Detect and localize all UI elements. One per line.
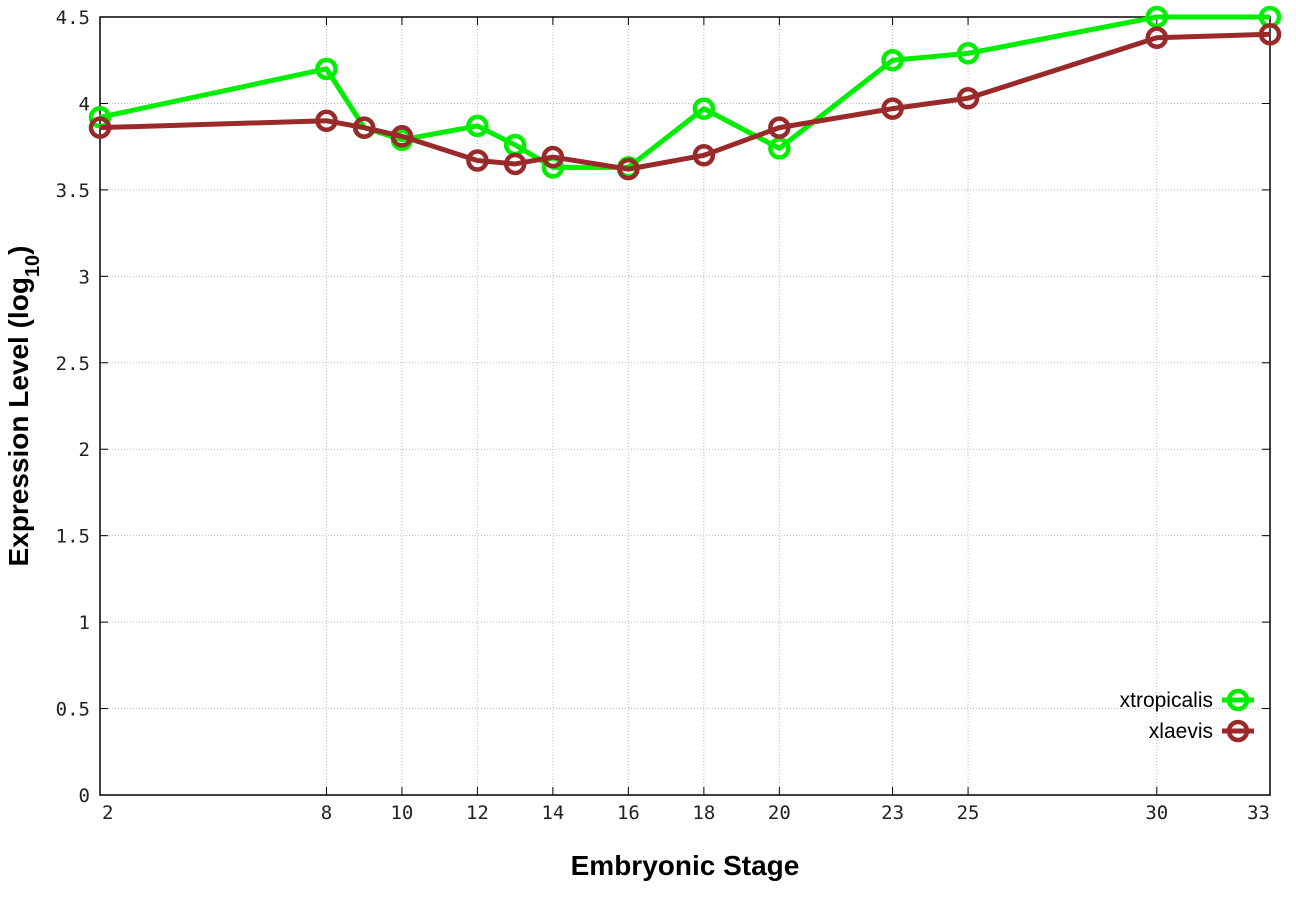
grid-lines (100, 17, 1270, 795)
data-point-xlaevis (692, 144, 716, 167)
y-tick-label: 3.5 (56, 180, 90, 202)
y-axis-title: Expression Level (log10) (3, 246, 44, 567)
y-tick-label: 4.5 (56, 7, 90, 29)
x-tick-label: 14 (541, 802, 564, 824)
legend: xtropicalis xlaevis (1120, 688, 1254, 743)
y-axis-title-close: ) (3, 246, 34, 255)
data-point-xlaevis (617, 157, 640, 181)
data-point-xlaevis (466, 149, 489, 172)
data-point-xlaevis (88, 116, 112, 139)
x-tick-label: 16 (617, 802, 640, 824)
series-xtropicalis (88, 5, 1282, 179)
data-point-xlaevis (1145, 26, 1169, 49)
x-tick-label: 12 (466, 802, 489, 824)
legend-item-xlaevis: xlaevis (1149, 719, 1254, 743)
data-point-xlaevis (315, 109, 338, 132)
x-tick-label: 10 (390, 802, 413, 824)
data-point-xtropicalis (315, 57, 338, 81)
series-line-xlaevis (99, 31, 1271, 172)
data-point-xlaevis (503, 152, 527, 176)
legend-label: xtropicalis (1120, 689, 1213, 712)
x-tick-label: 20 (768, 802, 791, 824)
y-axis-title-main: Expression Level (log (3, 277, 34, 566)
x-tick-label: 18 (692, 802, 715, 824)
legend-marker-swatch (1226, 688, 1250, 712)
data-point-xtropicalis (881, 48, 904, 72)
series-group (88, 5, 1282, 181)
plot-area-frame (99, 16, 1271, 796)
data-point-xtropicalis (1145, 5, 1169, 29)
data-point-xlaevis (541, 145, 565, 169)
legend-marker-swatch (1226, 719, 1250, 743)
data-point-xtropicalis (466, 114, 489, 138)
data-point-xtropicalis (692, 97, 716, 120)
data-point-xlaevis (768, 116, 791, 139)
axis-ticks: 0 0.5 1 1.5 2 2.5 3 3.5 4 4.5 2 8 10 12 14 16 18 20 23 25 30… (56, 7, 1271, 824)
legend-label: xlaevis (1149, 720, 1213, 743)
y-tick-label: 0.5 (56, 699, 90, 721)
x-axis-title: Embryonic Stage (571, 850, 800, 881)
x-tick-label: 23 (881, 802, 904, 824)
y-tick-label: 2 (79, 439, 90, 461)
series-line-xtropicalis (99, 14, 1270, 170)
y-tick-label: 4 (79, 93, 90, 115)
x-tick-label: 33 (1247, 802, 1270, 824)
x-tick-label: 25 (957, 802, 980, 824)
y-tick-label: 1.5 (56, 526, 90, 548)
y-axis-title-subscript: 10 (22, 255, 44, 277)
x-tick-label: 30 (1145, 802, 1168, 824)
data-point-xlaevis (881, 97, 904, 120)
x-tick-label: 2 (102, 802, 113, 824)
y-tick-label: 0 (79, 785, 90, 807)
data-point-xlaevis (1258, 23, 1282, 46)
data-point-xlaevis (956, 87, 980, 110)
y-tick-label: 3 (79, 266, 90, 288)
data-point-xtropicalis (956, 42, 980, 65)
data-point-xtropicalis (768, 137, 791, 160)
y-tick-label: 2.5 (56, 353, 90, 375)
data-point-xlaevis (352, 116, 376, 139)
x-tick-label: 8 (321, 802, 332, 824)
series-xlaevis (88, 23, 1282, 181)
data-point-xlaevis (390, 125, 414, 148)
legend-item-xtropicalis: xtropicalis (1120, 688, 1254, 712)
y-tick-label: 1 (79, 612, 90, 634)
